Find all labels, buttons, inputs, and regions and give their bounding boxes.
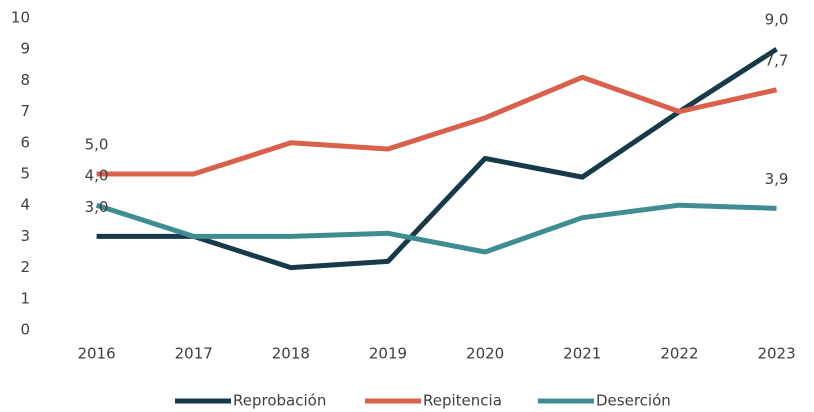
y-tick-label: 5 [20,165,30,183]
y-tick-label: 0 [20,321,30,339]
series-line [95,202,777,255]
y-tick-label: 1 [20,289,30,307]
x-tick-label: 2019 [369,345,407,363]
x-tick-label: 2018 [272,345,310,363]
data-label: 9,0 [765,11,789,29]
data-label: 7,7 [765,51,789,69]
data-label: 4,0 [85,167,109,185]
y-tick-label: 9 [20,40,30,58]
x-tick-label: 2022 [660,345,698,363]
legend-label: Reprobación [233,392,326,410]
y-tick-label: 3 [20,227,30,245]
y-tick-label: 8 [20,71,30,89]
x-tick-label: 2016 [77,345,115,363]
data-label: 5,0 [85,136,109,154]
x-tick-label: 2020 [466,345,504,363]
legend-label: Repitencia [423,392,502,410]
y-tick-label: 7 [20,102,30,120]
series-line [96,47,778,271]
y-tick-label: 6 [20,133,30,151]
x-tick-label: 2017 [175,345,213,363]
series-line [96,74,778,177]
legend-label: Deserción [596,392,671,410]
x-tick-label: 2023 [757,345,795,363]
x-tick-label: 2021 [563,345,601,363]
y-tick-label: 2 [20,258,30,276]
y-tick-label: 10 [11,9,30,27]
data-label: 3,9 [765,170,789,188]
y-tick-label: 4 [20,196,30,214]
data-label: 3,0 [85,198,109,216]
